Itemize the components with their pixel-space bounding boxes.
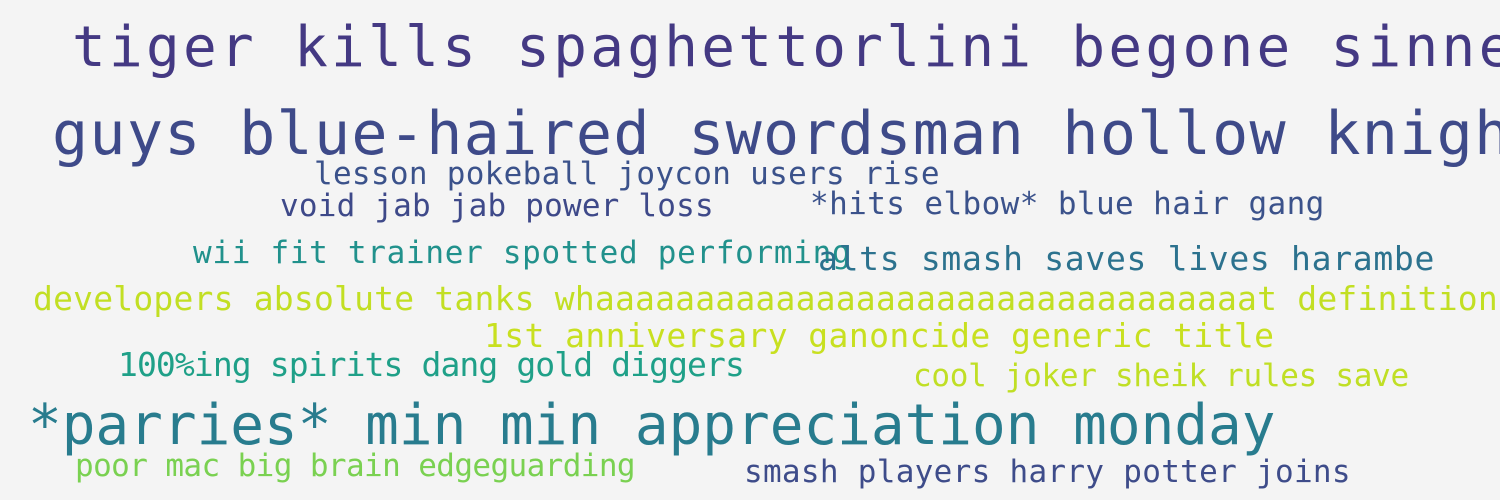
cloud-phrase: poor mac big brain edgeguarding — [75, 448, 636, 484]
cloud-phrase: *parries* min min appreciation monday — [28, 393, 1276, 458]
cloud-phrase: smash players harry potter joins — [744, 454, 1351, 490]
cloud-phrase: guys blue-haired swordsman hollow knight — [52, 99, 1500, 169]
cloud-phrase: void jab jab power loss — [280, 188, 714, 224]
cloud-phrase: lesson pokeball joycon users rise — [314, 156, 940, 192]
cloud-phrase: 1st anniversary ganoncide generic title — [484, 316, 1275, 355]
cloud-phrase: tiger kills spaghettorlini begone sinner — [72, 15, 1500, 80]
cloud-phrase: wii fit trainer spotted performing — [193, 235, 852, 271]
cloud-phrase: alts smash saves lives harambe — [818, 239, 1436, 278]
cloud-phrase: developers absolute tanks whaaaaaaaaaaaa… — [33, 279, 1498, 318]
cloud-phrase: cool joker sheik rules save — [913, 358, 1409, 394]
cloud-phrase: *hits elbow* blue hair gang — [810, 186, 1325, 222]
cloud-phrase: 100%ing spirits dang gold diggers — [118, 345, 745, 384]
